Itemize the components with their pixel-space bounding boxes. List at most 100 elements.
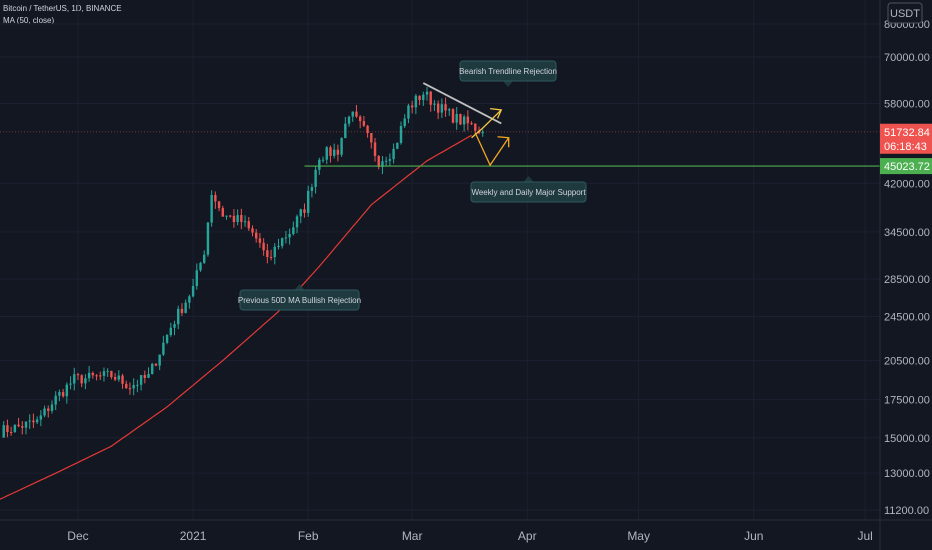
ma-50-line bbox=[0, 134, 472, 500]
candle-body bbox=[54, 395, 57, 405]
y-tick-label: 13000.00 bbox=[884, 468, 930, 480]
last-price-value: 51732.84 bbox=[884, 127, 930, 139]
candle-body bbox=[262, 242, 265, 251]
candle-body bbox=[243, 221, 247, 223]
annotations-layer[interactable]: Bearish Trendline Rejection Weekly and Da… bbox=[238, 60, 587, 311]
candle-body bbox=[229, 215, 232, 217]
bounce-arrow-head bbox=[490, 108, 503, 119]
candle-body bbox=[414, 95, 418, 108]
candle-body bbox=[236, 215, 239, 222]
candle-body bbox=[177, 308, 180, 325]
candle-body bbox=[76, 374, 80, 376]
candle-body bbox=[384, 160, 388, 162]
candle-body bbox=[203, 254, 206, 263]
candle-body bbox=[43, 408, 46, 416]
candle-body bbox=[388, 159, 392, 161]
candle-body bbox=[366, 125, 369, 134]
candle-body bbox=[470, 123, 473, 125]
candle-body bbox=[113, 377, 117, 380]
candle-body bbox=[128, 388, 132, 390]
candle-body bbox=[314, 169, 317, 188]
candle-body bbox=[410, 105, 414, 108]
annotation-pointer bbox=[294, 284, 305, 290]
candle-body bbox=[451, 109, 455, 123]
candle-body bbox=[373, 142, 377, 156]
candle-body bbox=[28, 420, 31, 422]
candle-body bbox=[143, 375, 147, 378]
candle-body bbox=[344, 123, 347, 139]
candle-body bbox=[288, 234, 291, 238]
candle-body bbox=[61, 392, 65, 397]
x-tick-label: Feb bbox=[298, 529, 319, 543]
candle-body bbox=[2, 425, 5, 438]
candle-body bbox=[17, 424, 20, 427]
candle-body bbox=[58, 392, 61, 396]
countdown-value: 06:18:43 bbox=[884, 141, 927, 153]
bearish-trendline[interactable] bbox=[422, 82, 502, 125]
candle-body bbox=[362, 121, 366, 126]
candle-body bbox=[407, 105, 410, 119]
annotation-box bbox=[470, 181, 587, 203]
candle-body bbox=[151, 363, 154, 374]
annotation-callout[interactable]: Previous 50D MA Bullish Rejection bbox=[238, 284, 361, 311]
y-tick-label: 70000.00 bbox=[884, 52, 930, 64]
indicator-label[interactable]: MA (50, close) bbox=[3, 16, 55, 25]
time-axis[interactable]: Dec 2021 Feb Mar Apr May Jun Jul bbox=[0, 519, 932, 543]
candle-body bbox=[340, 138, 343, 155]
candle-body bbox=[280, 238, 284, 246]
candle-body bbox=[422, 94, 425, 101]
candle-body bbox=[377, 155, 380, 167]
symbol-title[interactable]: Bitcoin / TetherUS, 1D, BINANCE bbox=[3, 4, 122, 13]
candle-body bbox=[199, 262, 202, 271]
y-tick-label: 28500.00 bbox=[884, 274, 930, 286]
candle-body bbox=[6, 425, 9, 433]
candle-body bbox=[136, 384, 139, 386]
y-tick-label: 11200.00 bbox=[884, 505, 929, 517]
candle-body bbox=[73, 374, 76, 384]
candle-body bbox=[277, 245, 280, 247]
candle-body bbox=[306, 190, 310, 213]
annotation-callout[interactable]: Weekly and Daily Major Support bbox=[470, 176, 587, 203]
y-tick-label: 58000.00 bbox=[884, 98, 930, 110]
candle-body bbox=[436, 103, 440, 113]
x-tick-label: Mar bbox=[402, 529, 423, 543]
support-price-tag bbox=[880, 158, 932, 175]
last-price-tag bbox=[880, 123, 932, 154]
candle-body bbox=[139, 375, 143, 385]
candle-body bbox=[258, 238, 262, 243]
candle-body bbox=[466, 116, 470, 124]
candle-body bbox=[221, 208, 224, 217]
y-tick-label: 17500.00 bbox=[884, 395, 930, 407]
annotation-text: Bearish Trendline Rejection bbox=[459, 67, 557, 76]
candle-body bbox=[251, 228, 254, 233]
candle-body bbox=[392, 148, 395, 160]
candle-body bbox=[403, 118, 406, 127]
candle-body bbox=[158, 354, 161, 366]
candle-body bbox=[154, 363, 158, 366]
candle-body bbox=[370, 133, 373, 143]
candle-body bbox=[459, 113, 462, 125]
candle-body bbox=[396, 142, 399, 149]
currency-badge[interactable] bbox=[887, 2, 923, 24]
dip-arrow-head bbox=[497, 136, 510, 148]
candle-body bbox=[273, 246, 276, 258]
annotation-callout[interactable]: Bearish Trendline Rejection bbox=[459, 60, 557, 87]
candle-body bbox=[80, 375, 83, 384]
candle-body bbox=[162, 342, 165, 355]
candle-body bbox=[21, 426, 24, 428]
candle-body bbox=[47, 408, 50, 411]
candle-body bbox=[433, 103, 436, 105]
candle-body bbox=[332, 149, 336, 156]
candle-body bbox=[24, 421, 28, 428]
annotation-pointer bbox=[503, 81, 513, 87]
candle-body bbox=[358, 116, 362, 122]
candle-body bbox=[399, 126, 403, 143]
candle-body bbox=[310, 187, 314, 191]
candle-body bbox=[117, 375, 121, 380]
price-axis[interactable]: 80000.0070000.0058000.0042000.0034500.00… bbox=[879, 0, 930, 550]
candle-body bbox=[425, 91, 429, 95]
candle-body bbox=[347, 116, 351, 124]
candle-body bbox=[91, 372, 95, 376]
candle-body bbox=[210, 194, 213, 223]
